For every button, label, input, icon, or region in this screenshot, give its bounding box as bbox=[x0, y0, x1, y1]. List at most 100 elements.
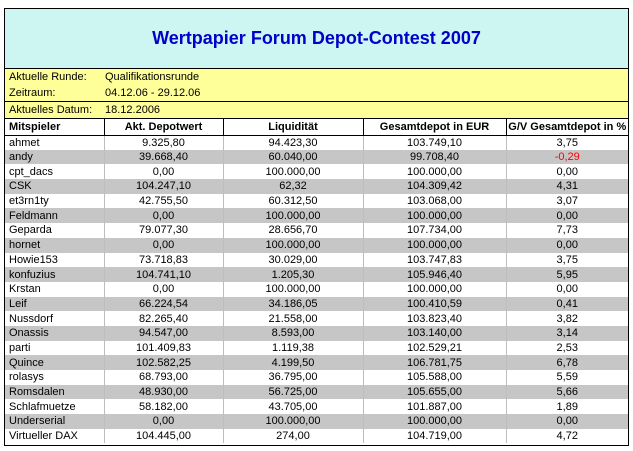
cell-depotwert: 39.668,40 bbox=[104, 149, 224, 165]
cell-gesamtdepot: 103.823,40 bbox=[363, 311, 507, 326]
cell-depotwert: 79.077,30 bbox=[104, 223, 224, 238]
table-row: rolasys 68.793,00 36.795,00 105.588,00 5,59 bbox=[5, 370, 628, 385]
cell-gesamtdepot: 103.747,83 bbox=[363, 252, 507, 268]
cell-depotwert: 104.741,10 bbox=[104, 267, 224, 282]
cell-gv: 3,75 bbox=[556, 136, 578, 149]
title-band: Wertpapier Forum Depot-Contest 2007 bbox=[5, 9, 628, 69]
cell-liquiditaet: 28.656,70 bbox=[223, 223, 364, 238]
table-row: hornet 0,00 100.000,00 100.000,00 0,00 bbox=[5, 237, 628, 253]
cell-gesamtdepot: 103.068,00 bbox=[363, 193, 507, 209]
cell-liquiditaet: 100.000,00 bbox=[223, 281, 364, 297]
cell-mitspieler: Schlafmuetze bbox=[5, 399, 105, 415]
cell-gesamtdepot: 103.140,00 bbox=[363, 325, 507, 341]
cell-liquiditaet: 8.593,00 bbox=[223, 325, 364, 341]
cell-liquiditaet: 60.040,00 bbox=[223, 149, 364, 165]
table-row: Leif 66.224,54 34.186,05 100.410,59 0,41 bbox=[5, 296, 628, 312]
cell-gesamtdepot: 100.000,00 bbox=[363, 281, 507, 297]
table-row: Schlafmuetze 58.182,00 43.705,00 101.887,00… bbox=[5, 399, 628, 415]
cell-liquiditaet: 62,32 bbox=[223, 179, 364, 194]
cell-depotwert: 0,00 bbox=[104, 164, 224, 180]
cell-gesamtdepot: 102.529,21 bbox=[363, 340, 507, 356]
cell-liquiditaet: 43.705,00 bbox=[223, 399, 364, 415]
column-header-gesamtdepot: Gesamtdepot in EUR bbox=[363, 119, 507, 136]
column-header-liquiditaet: Liquidität bbox=[223, 119, 364, 136]
cell-gesamtdepot: 101.887,00 bbox=[363, 399, 507, 415]
table-row: cpt_dacs 0,00 100.000,00 100.000,00 0,00 bbox=[5, 164, 628, 180]
cell-mitspieler: Nussdorf bbox=[5, 311, 105, 326]
cell-gv: 0,00 bbox=[556, 415, 578, 428]
round-label: Aktuelle Runde: bbox=[9, 71, 87, 83]
cell-gv: 5,95 bbox=[556, 268, 578, 281]
cell-mitspieler: Underserial bbox=[5, 414, 105, 429]
cell-gv: 5,66 bbox=[556, 386, 578, 399]
cell-depotwert: 94.547,00 bbox=[104, 325, 224, 341]
cell-mitspieler: Romsdalen bbox=[5, 384, 105, 400]
cell-liquiditaet: 274,00 bbox=[223, 428, 364, 444]
page-title: Wertpapier Forum Depot-Contest 2007 bbox=[152, 28, 481, 48]
table-row: parti 101.409,83 1.119,38 102.529,21 2,53 bbox=[5, 340, 628, 356]
cell-depotwert: 66.224,54 bbox=[104, 296, 224, 312]
cell-gv: 0,00 bbox=[556, 239, 578, 252]
cell-mitspieler: Leif bbox=[5, 296, 105, 312]
table-body: ahmet 9.325,80 94.423,30 103.749,10 3,75 andy… bbox=[5, 135, 628, 444]
cell-gv: 3,07 bbox=[556, 195, 578, 208]
cell-gv: 0,00 bbox=[556, 165, 578, 178]
cell-depotwert: 0,00 bbox=[104, 237, 224, 253]
cell-gesamtdepot: 103.749,10 bbox=[363, 135, 507, 150]
cell-mitspieler: Howie153 bbox=[5, 252, 105, 268]
cell-depotwert: 0,00 bbox=[104, 414, 224, 429]
contest-table: Mitspieler Akt. Depotwert Liquidität Ges… bbox=[5, 119, 628, 444]
cell-mitspieler: rolasys bbox=[5, 370, 105, 385]
cell-gv: 4,72 bbox=[556, 430, 578, 443]
table-row: Krstan 0,00 100.000,00 100.000,00 0,00 bbox=[5, 281, 628, 297]
cell-gv: 3,14 bbox=[556, 327, 578, 340]
cell-liquiditaet: 100.000,00 bbox=[223, 164, 364, 180]
cell-gv: 0,00 bbox=[556, 283, 578, 296]
cell-mitspieler: Quince bbox=[5, 355, 105, 370]
round-value: Qualifikationsrunde bbox=[105, 71, 200, 83]
table-row: ahmet 9.325,80 94.423,30 103.749,10 3,75 bbox=[5, 135, 628, 150]
cell-mitspieler: cpt_dacs bbox=[5, 164, 105, 180]
column-header-depotwert: Akt. Depotwert bbox=[104, 119, 224, 136]
table-row: CSK 104.247,10 62,32 104.309,42 4,31 bbox=[5, 179, 628, 194]
cell-liquiditaet: 34.186,05 bbox=[223, 296, 364, 312]
period-label: Zeitraum: bbox=[9, 87, 56, 99]
cell-gesamtdepot: 105.588,00 bbox=[363, 370, 507, 385]
cell-depotwert: 104.445,00 bbox=[104, 428, 224, 444]
cell-depotwert: 82.265,40 bbox=[104, 311, 224, 326]
cell-gv: 3,82 bbox=[556, 312, 578, 325]
cell-liquiditaet: 1.119,38 bbox=[223, 340, 364, 356]
cell-gv: -0,29 bbox=[554, 151, 580, 164]
cell-mitspieler: Virtueller DAX bbox=[5, 428, 105, 444]
period-value: 04.12.06 - 29.12.06 bbox=[105, 87, 201, 99]
cell-liquiditaet: 100.000,00 bbox=[223, 208, 364, 224]
cell-depotwert: 73.718,83 bbox=[104, 252, 224, 268]
cell-depotwert: 0,00 bbox=[104, 281, 224, 297]
cell-mitspieler: Geparda bbox=[5, 223, 105, 238]
date-label: Aktuelles Datum: bbox=[9, 104, 93, 116]
table-header: Mitspieler Akt. Depotwert Liquidität Ges… bbox=[5, 119, 628, 136]
cell-gesamtdepot: 100.410,59 bbox=[363, 296, 507, 312]
cell-mitspieler: konfuzius bbox=[5, 267, 105, 282]
cell-gv: 7,73 bbox=[556, 224, 578, 237]
cell-gesamtdepot: 104.309,42 bbox=[363, 179, 507, 194]
contest-report: Wertpapier Forum Depot-Contest 2007 Aktu… bbox=[4, 8, 629, 446]
info-line-period: Zeitraum: 04.12.06 - 29.12.06 bbox=[5, 85, 628, 101]
cell-liquiditaet: 1.205,30 bbox=[223, 267, 364, 282]
cell-gesamtdepot: 99.708,40 bbox=[363, 149, 507, 165]
table-row: Nussdorf 82.265,40 21.558,00 103.823,40 3,82 bbox=[5, 311, 628, 326]
cell-gesamtdepot: 100.000,00 bbox=[363, 237, 507, 253]
cell-gesamtdepot: 100.000,00 bbox=[363, 164, 507, 180]
info-section-date: Aktuelles Datum: 18.12.2006 bbox=[5, 102, 628, 119]
cell-mitspieler: parti bbox=[5, 340, 105, 356]
cell-gv: 0,41 bbox=[556, 297, 578, 310]
cell-depotwert: 0,00 bbox=[104, 208, 224, 224]
cell-liquiditaet: 100.000,00 bbox=[223, 414, 364, 429]
cell-depotwert: 102.582,25 bbox=[104, 355, 224, 370]
cell-depotwert: 68.793,00 bbox=[104, 370, 224, 385]
table-row: Feldmann 0,00 100.000,00 100.000,00 0,00 bbox=[5, 208, 628, 224]
table-row: Romsdalen 48.930,00 56.725,00 105.655,00 5,6… bbox=[5, 384, 628, 400]
cell-liquiditaet: 4.199,50 bbox=[223, 355, 364, 370]
cell-depotwert: 48.930,00 bbox=[104, 384, 224, 400]
cell-gesamtdepot: 107.734,00 bbox=[363, 223, 507, 238]
